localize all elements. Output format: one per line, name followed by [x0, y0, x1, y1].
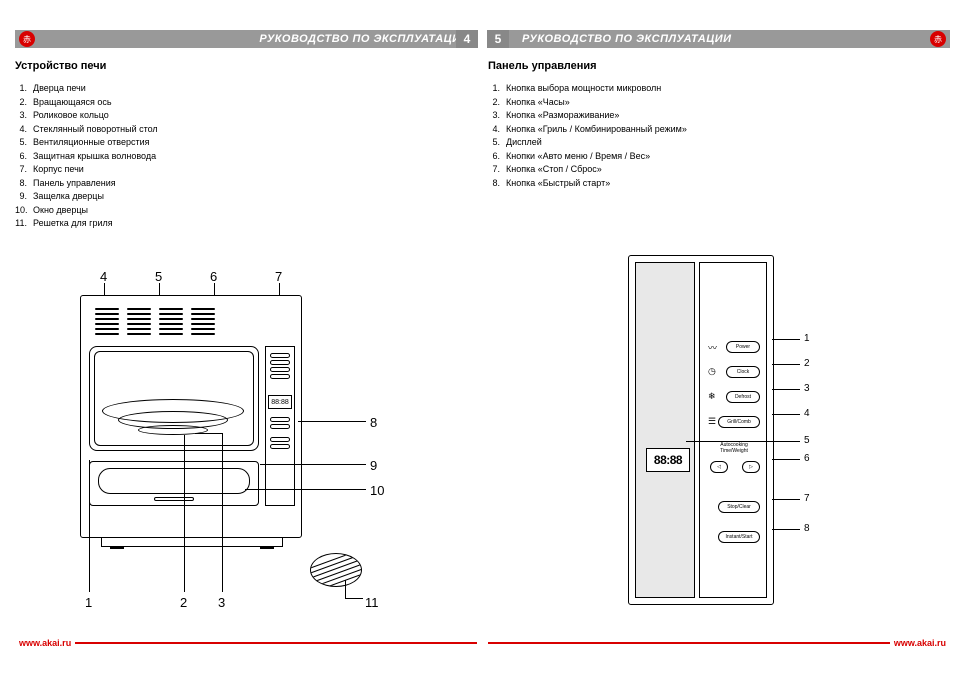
list-item: Кнопка выбора мощности микроволн [506, 82, 661, 96]
controls-list: 1.Кнопка выбора мощности микроволн 2.Кно… [488, 82, 950, 190]
list-item: Защитная крышка волновода [33, 150, 156, 164]
panel-button-column: 〰 Power ◷ Clock ❄ Defrost ☰ Grill/Comb A… [699, 262, 767, 598]
page-5: 5 РУКОВОДСТВО ПО ЭКСПЛУАТАЦИИ 赤 Панель у… [488, 30, 950, 630]
footer-right: www.akai.ru [488, 636, 950, 650]
header-right: 5 РУКОВОДСТВО ПО ЭКСПЛУАТАЦИИ 赤 [488, 30, 950, 48]
panel-display: 88:88 [646, 448, 690, 472]
header-title: РУКОВОДСТВО ПО ЭКСПЛУАТАЦИИ [514, 33, 740, 45]
callout-3: 3 [804, 383, 810, 394]
callout-11: 11 [365, 595, 379, 610]
callout-3: 3 [218, 595, 225, 610]
mini-display: 88:88 [268, 395, 292, 409]
list-item: Вентиляционные отверстия [33, 136, 150, 150]
list-item: Защелка дверцы [33, 190, 104, 204]
list-item: Кнопки «Авто меню / Время / Вес» [506, 150, 650, 164]
page-4: 赤 РУКОВОДСТВО ПО ЭКСПЛУАТАЦИИ 4 Устройст… [15, 30, 477, 630]
list-item: Вращающаяся ось [33, 96, 112, 110]
callout-8: 8 [370, 415, 377, 430]
list-item: Панель управления [33, 177, 116, 191]
list-item: Кнопка «Гриль / Комбинированный режим» [506, 123, 687, 137]
list-item: Окно дверцы [33, 204, 88, 218]
clock-button: Clock [726, 366, 760, 378]
oven-diagram: 4 5 6 7 88 [80, 295, 340, 538]
callout-2: 2 [180, 595, 187, 610]
list-item: Кнопка «Размораживание» [506, 109, 619, 123]
control-panel-diagram: 88:88 〰 Power ◷ Clock ❄ Defrost ☰ Grill/… [628, 255, 774, 605]
callout-1: 1 [804, 333, 810, 344]
list-item: Кнопка «Стоп / Сброс» [506, 163, 602, 177]
plus-button: ▷ [742, 461, 760, 473]
header-left: 赤 РУКОВОДСТВО ПО ЭКСПЛУАТАЦИИ 4 [15, 30, 477, 48]
list-item: Дисплей [506, 136, 542, 150]
section-title: Устройство печи [15, 60, 477, 72]
callout-4: 4 [100, 269, 107, 284]
footer-left: www.akai.ru [15, 636, 477, 650]
wave-icon: 〰 [708, 341, 717, 354]
cavity [89, 346, 259, 451]
callout-8: 8 [804, 523, 810, 534]
svg-text:赤: 赤 [23, 35, 31, 44]
door-handle [154, 497, 194, 501]
clock-icon: ◷ [708, 366, 716, 377]
stop-button: Stop/Clear [718, 501, 760, 513]
autocook-label: AutocookingTime/Weight [708, 443, 760, 454]
header-title: РУКОВОДСТВО ПО ЭКСПЛУАТАЦИИ [251, 33, 477, 45]
callout-6: 6 [210, 269, 217, 284]
parts-list: 1.Дверца печи 2.Вращающаяся ось 3.Ролико… [15, 82, 477, 231]
callout-9: 9 [370, 458, 377, 473]
snowflake-icon: ❄ [708, 391, 716, 402]
control-panel-mini: 88:88 [265, 346, 295, 506]
svg-text:赤: 赤 [934, 35, 942, 44]
oven-body: 88:88 [80, 295, 302, 538]
brand-logo-icon: 赤 [930, 31, 946, 47]
panel-face-left: 88:88 [635, 262, 695, 598]
defrost-button: Defrost [726, 391, 760, 403]
footer-url: www.akai.ru [890, 638, 950, 648]
vent-grilles [95, 308, 215, 338]
door-window [89, 461, 259, 506]
callout-7: 7 [275, 269, 282, 284]
minus-button: ◁ [710, 461, 728, 473]
callout-10: 10 [370, 483, 384, 498]
grill-rack-icon [310, 553, 362, 587]
list-item: Дверца печи [33, 82, 86, 96]
grill-button: Grill/Comb [718, 416, 760, 428]
callout-1: 1 [85, 595, 92, 610]
callout-6: 6 [804, 453, 810, 464]
list-item: Решетка для гриля [33, 217, 113, 231]
callout-5: 5 [804, 435, 810, 446]
start-button: Instant/Start [718, 531, 760, 543]
footer-url: www.akai.ru [15, 638, 75, 648]
list-item: Роликовое кольцо [33, 109, 109, 123]
callout-4: 4 [804, 408, 810, 419]
page-number: 5 [487, 30, 509, 48]
list-item: Стеклянный поворотный стол [33, 123, 158, 137]
oven-base [101, 537, 283, 547]
callout-5: 5 [155, 269, 162, 284]
page-number: 4 [456, 30, 478, 48]
grill-icon: ☰ [708, 416, 716, 427]
section-title: Панель управления [488, 60, 950, 72]
callout-2: 2 [804, 358, 810, 369]
brand-logo-icon: 赤 [19, 31, 35, 47]
list-item: Кнопка «Быстрый старт» [506, 177, 610, 191]
list-item: Кнопка «Часы» [506, 96, 570, 110]
list-item: Корпус печи [33, 163, 84, 177]
callout-7: 7 [804, 493, 810, 504]
power-button: Power [726, 341, 760, 353]
